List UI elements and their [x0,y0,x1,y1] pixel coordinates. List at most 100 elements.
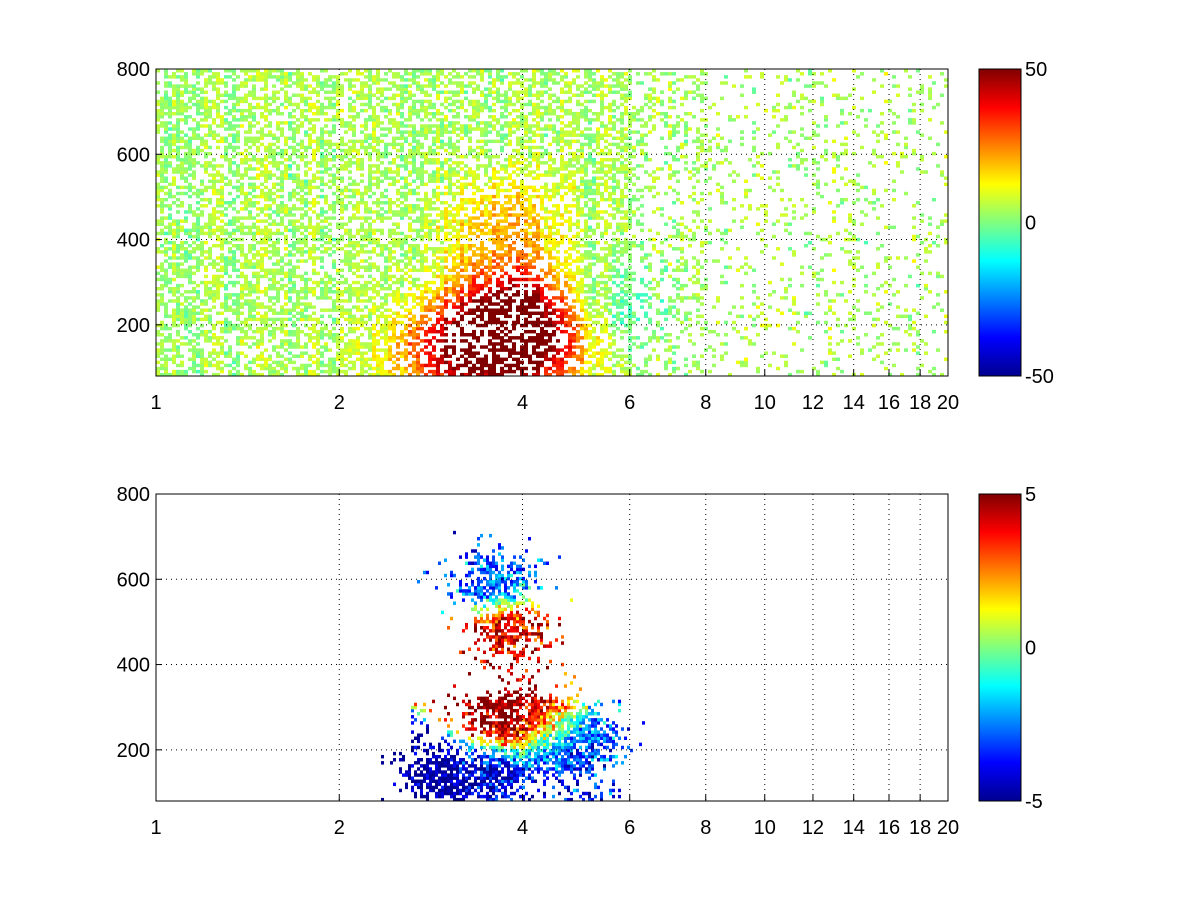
heatmap-cell [476,299,480,303]
heatmap-cell [156,329,160,334]
heatmap-cell [404,333,408,337]
heatmap-cell [416,336,420,340]
heatmap-cell [396,357,400,362]
heatmap-cell [424,72,428,76]
heatmap-cell [332,75,336,79]
heatmap-cell [228,326,232,331]
heatmap-cell [464,274,468,279]
heatmap-cell [220,219,224,223]
heatmap-cell [252,78,256,82]
heatmap-cell [360,314,364,319]
heatmap-cell [488,72,492,76]
heatmap-cell [376,72,380,76]
heatmap-cell [488,93,492,98]
heatmap-cell [232,280,236,285]
heatmap-cell [416,139,420,144]
heatmap-cell [256,102,260,107]
heatmap-cell [232,84,236,88]
heatmap-cell [392,213,396,217]
heatmap-cell [416,333,420,337]
heatmap-cell [416,87,420,91]
heatmap-cell [272,173,276,177]
heatmap-cell [428,222,432,226]
heatmap-cell [396,336,400,340]
heatmap-cell [320,136,324,141]
heatmap-cell [228,234,232,239]
heatmap-cell [220,191,224,196]
heatmap-cell [188,194,192,199]
heatmap-cell [176,99,180,104]
heatmap-cell [396,277,400,282]
heatmap-cell [448,173,452,177]
heatmap-cell [356,299,360,303]
heatmap-cell [360,369,364,374]
heatmap-cell [168,139,172,144]
heatmap-cell [396,84,400,88]
heatmap-cell [440,329,444,334]
heatmap-cell [460,228,464,233]
heatmap-cell [276,253,280,257]
heatmap-cell [508,314,512,319]
heatmap-cell [220,136,224,141]
heatmap-cell [452,207,456,211]
heatmap-cell [392,161,396,165]
heatmap-cell [276,290,280,294]
heatmap-cell [280,151,284,156]
heatmap-cell [192,357,196,362]
heatmap-cell [364,108,368,113]
heatmap-cell [352,247,356,251]
heatmap-cell [380,305,384,309]
heatmap-cell [352,145,356,150]
heatmap-cell [328,99,332,104]
heatmap-cell [452,372,456,376]
heatmap-cell [476,308,480,312]
heatmap-cell [212,75,216,79]
heatmap-cell [368,133,372,137]
heatmap-cell [160,164,164,168]
heatmap-cell [228,145,232,150]
heatmap-cell [244,225,248,230]
heatmap-cell [204,250,208,254]
heatmap-cell [352,286,356,291]
heatmap-cell [400,366,404,371]
heatmap-cell [436,360,440,365]
heatmap-cell [196,207,200,211]
heatmap-cell [460,363,464,368]
heatmap-cell [268,366,272,371]
heatmap-cell [388,326,392,331]
heatmap-cell [420,268,424,273]
heatmap-cell [200,96,204,101]
heatmap-cell [388,142,392,147]
heatmap-cell [416,253,420,257]
heatmap-cell [180,170,184,174]
heatmap-cell [312,234,316,239]
heatmap-cell [260,314,264,319]
heatmap-cell [392,250,396,254]
heatmap-cell [348,231,352,236]
heatmap-cell [492,124,496,128]
heatmap-cell [372,148,376,153]
heatmap-cell [192,69,196,73]
heatmap-cell [380,201,384,205]
heatmap-cell [388,108,392,113]
heatmap-cell [260,253,264,257]
heatmap-cell [260,130,264,134]
heatmap-cell [236,216,240,220]
heatmap-cell [380,154,384,159]
heatmap-cell [492,182,496,187]
heatmap-cell [404,299,408,303]
heatmap-cell [500,69,504,73]
heatmap-cell [256,271,260,276]
heatmap-cell [396,191,400,196]
heatmap-cell [296,84,300,88]
heatmap-cell [208,201,212,205]
heatmap-cell [192,366,196,371]
heatmap-cell [312,185,316,190]
heatmap-cell [212,231,216,236]
heatmap-cell [240,305,244,309]
heatmap-cell [416,108,420,113]
heatmap-cell [268,256,272,260]
heatmap-cell [472,191,476,196]
heatmap-cell [408,329,412,334]
heatmap-cell [456,290,460,294]
